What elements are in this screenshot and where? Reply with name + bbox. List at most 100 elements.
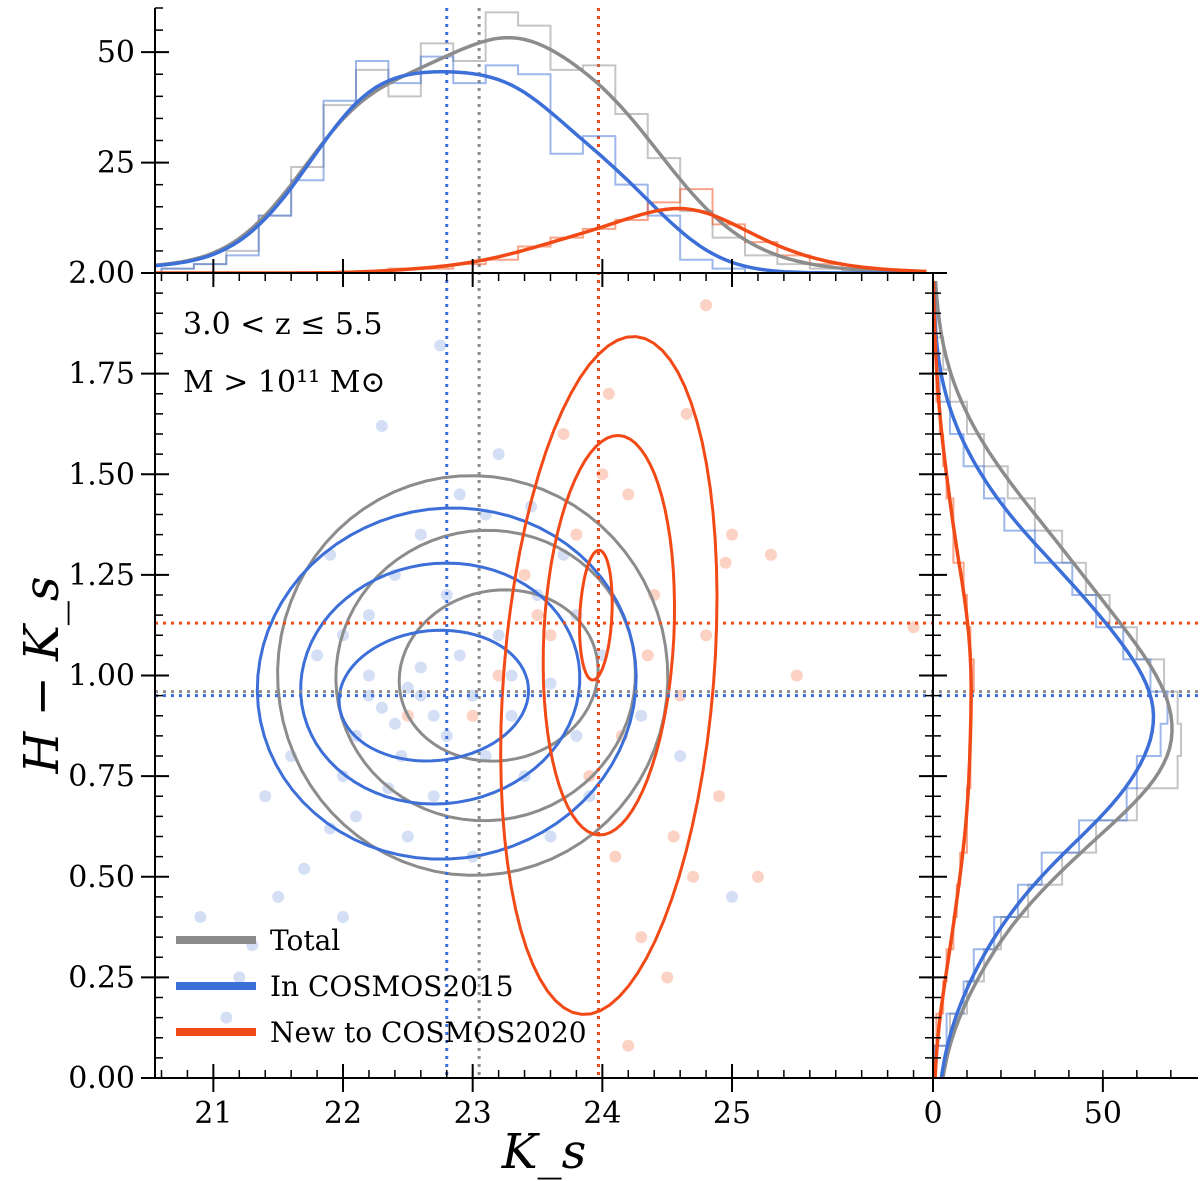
y-tick-label: 1.25	[68, 558, 135, 593]
redshift-label: 3.0 < z ≤ 5.5	[183, 307, 383, 342]
mass-label: M > 10¹¹ M⊙	[183, 365, 386, 400]
scatter-point-new2020	[544, 629, 557, 642]
scatter-point-cosmos2015	[233, 971, 246, 984]
scatter-point-new2020	[557, 428, 570, 440]
scatter-point-cosmos2015	[427, 790, 440, 803]
scatter-point-new2020	[583, 770, 596, 783]
scatter-point-new2020	[661, 971, 674, 984]
top-histogram-layer	[155, 11, 933, 273]
scatter-point-cosmos2015	[311, 649, 324, 662]
scatter-point-cosmos2015	[427, 709, 440, 722]
scatter-point-cosmos2015	[479, 750, 492, 762]
scatter-point-new2020	[622, 488, 635, 501]
scatter-point-cosmos2015	[453, 649, 466, 662]
x-tick-label: 22	[324, 1096, 362, 1131]
contour-total-mid	[334, 528, 637, 823]
scatter-point-cosmos2015	[544, 677, 557, 690]
scatter-point-new2020	[622, 1039, 635, 1052]
y-tick-label: 2.00	[68, 256, 135, 291]
scatter-point-cosmos2015	[388, 717, 401, 730]
scatter-point-cosmos2015	[337, 911, 350, 923]
scatter-point-cosmos2015	[220, 1011, 233, 1024]
x-tick-label: 24	[583, 1096, 621, 1131]
top-y-tick-label: 25	[97, 146, 135, 181]
scatter-point-cosmos2015	[414, 528, 427, 541]
scatter-point-new2020	[726, 528, 739, 541]
contour-new2020-inner	[578, 548, 614, 682]
scatter-point-cosmos2015	[492, 448, 505, 461]
contour-cosmos2015-inner	[337, 628, 531, 763]
scatter-point-cosmos2015	[492, 629, 505, 642]
contour-cosmos2015-mid	[299, 561, 582, 806]
scatter-point-cosmos2015	[362, 609, 375, 622]
scatter-point-cosmos2015	[544, 830, 557, 843]
y-tick-label: 0.00	[68, 1061, 135, 1096]
scatter-point-new2020	[719, 556, 732, 569]
scatter-point-cosmos2015	[414, 661, 427, 674]
scatter-point-new2020	[466, 709, 479, 722]
right-histogram-layer	[933, 273, 1183, 1078]
scatter-point-cosmos2015	[726, 890, 739, 903]
scatter-point-cosmos2015	[259, 790, 272, 803]
axes-frames	[154, 8, 1198, 1079]
scatter-point-new2020	[687, 870, 700, 883]
scatter-point-cosmos2015	[349, 810, 362, 823]
scatter-point-new2020	[700, 629, 713, 642]
x-tick-label: 25	[713, 1096, 751, 1131]
scatter-point-cosmos2015	[401, 830, 414, 843]
scatter-point-new2020	[667, 830, 680, 843]
legend-label-cosmos2015: In COSMOS2015	[270, 970, 514, 1003]
y-axis-title: H − K_s	[14, 576, 70, 774]
scatter-point-new2020	[700, 299, 713, 312]
x-tick-label: 23	[454, 1096, 492, 1131]
scatter-point-new2020	[635, 931, 648, 944]
scatter-point-cosmos2015	[635, 709, 648, 722]
y-tick-label: 0.25	[68, 960, 135, 995]
right-x-tick-label: 0	[923, 1096, 942, 1131]
scatter-point-new2020	[602, 387, 615, 400]
legend-label-new2020: New to COSMOS2020	[270, 1016, 587, 1049]
scatter-point-new2020	[492, 669, 505, 682]
scatter-point-new2020	[596, 468, 609, 481]
contour-new2020-mid	[541, 433, 677, 837]
top-y-tick-label: 50	[97, 35, 135, 70]
legend-label-total: Total	[270, 924, 340, 957]
right-kde-cosmos2015	[933, 280, 1156, 1078]
scatter-point-cosmos2015	[570, 729, 583, 742]
right-kde-new2020	[933, 280, 973, 1078]
median-line-layer	[155, 8, 1198, 1078]
contour-total-outer	[276, 474, 670, 877]
top-kde-cosmos2015	[155, 69, 927, 273]
scatter-point-new2020	[518, 568, 531, 581]
top-hist-step-total	[160, 11, 933, 273]
scatter-point-new2020	[764, 548, 777, 561]
scatter-point-new2020	[609, 850, 622, 863]
top-kde-total	[155, 35, 927, 273]
scatter-point-cosmos2015	[272, 890, 285, 903]
legend: Total In COSMOS2015 New to COSMOS2020	[176, 924, 587, 1049]
scatter-point-new2020	[531, 609, 544, 622]
scatter-point-new2020	[790, 669, 803, 682]
main-contour-layer	[255, 335, 719, 1016]
top-kde-new2020	[155, 206, 927, 273]
scatter-point-new2020	[570, 528, 583, 541]
scatter-point-cosmos2015	[362, 669, 375, 682]
top-hist-step-cosmos2015	[160, 55, 933, 273]
y-tick-label: 1.50	[68, 457, 135, 492]
scatter-point-cosmos2015	[434, 339, 447, 352]
right-x-tick-label: 50	[1084, 1096, 1122, 1131]
scatter-point-cosmos2015	[440, 729, 453, 742]
scatter-point-cosmos2015	[375, 419, 388, 432]
scatter-point-cosmos2015	[375, 701, 388, 714]
scatter-point-cosmos2015	[453, 488, 466, 501]
scatter-point-new2020	[680, 407, 693, 420]
y-tick-label: 1.75	[68, 357, 135, 392]
annotation: 3.0 < z ≤ 5.5 M > 10¹¹ M⊙	[183, 307, 386, 400]
scatter-point-cosmos2015	[674, 750, 687, 762]
x-tick-label: 21	[194, 1096, 232, 1131]
scatter-point-cosmos2015	[194, 911, 207, 923]
contour-new2020-outer	[499, 335, 719, 1016]
right-hist-step-cosmos2015	[933, 273, 1169, 1078]
scatter-point-new2020	[713, 790, 726, 803]
